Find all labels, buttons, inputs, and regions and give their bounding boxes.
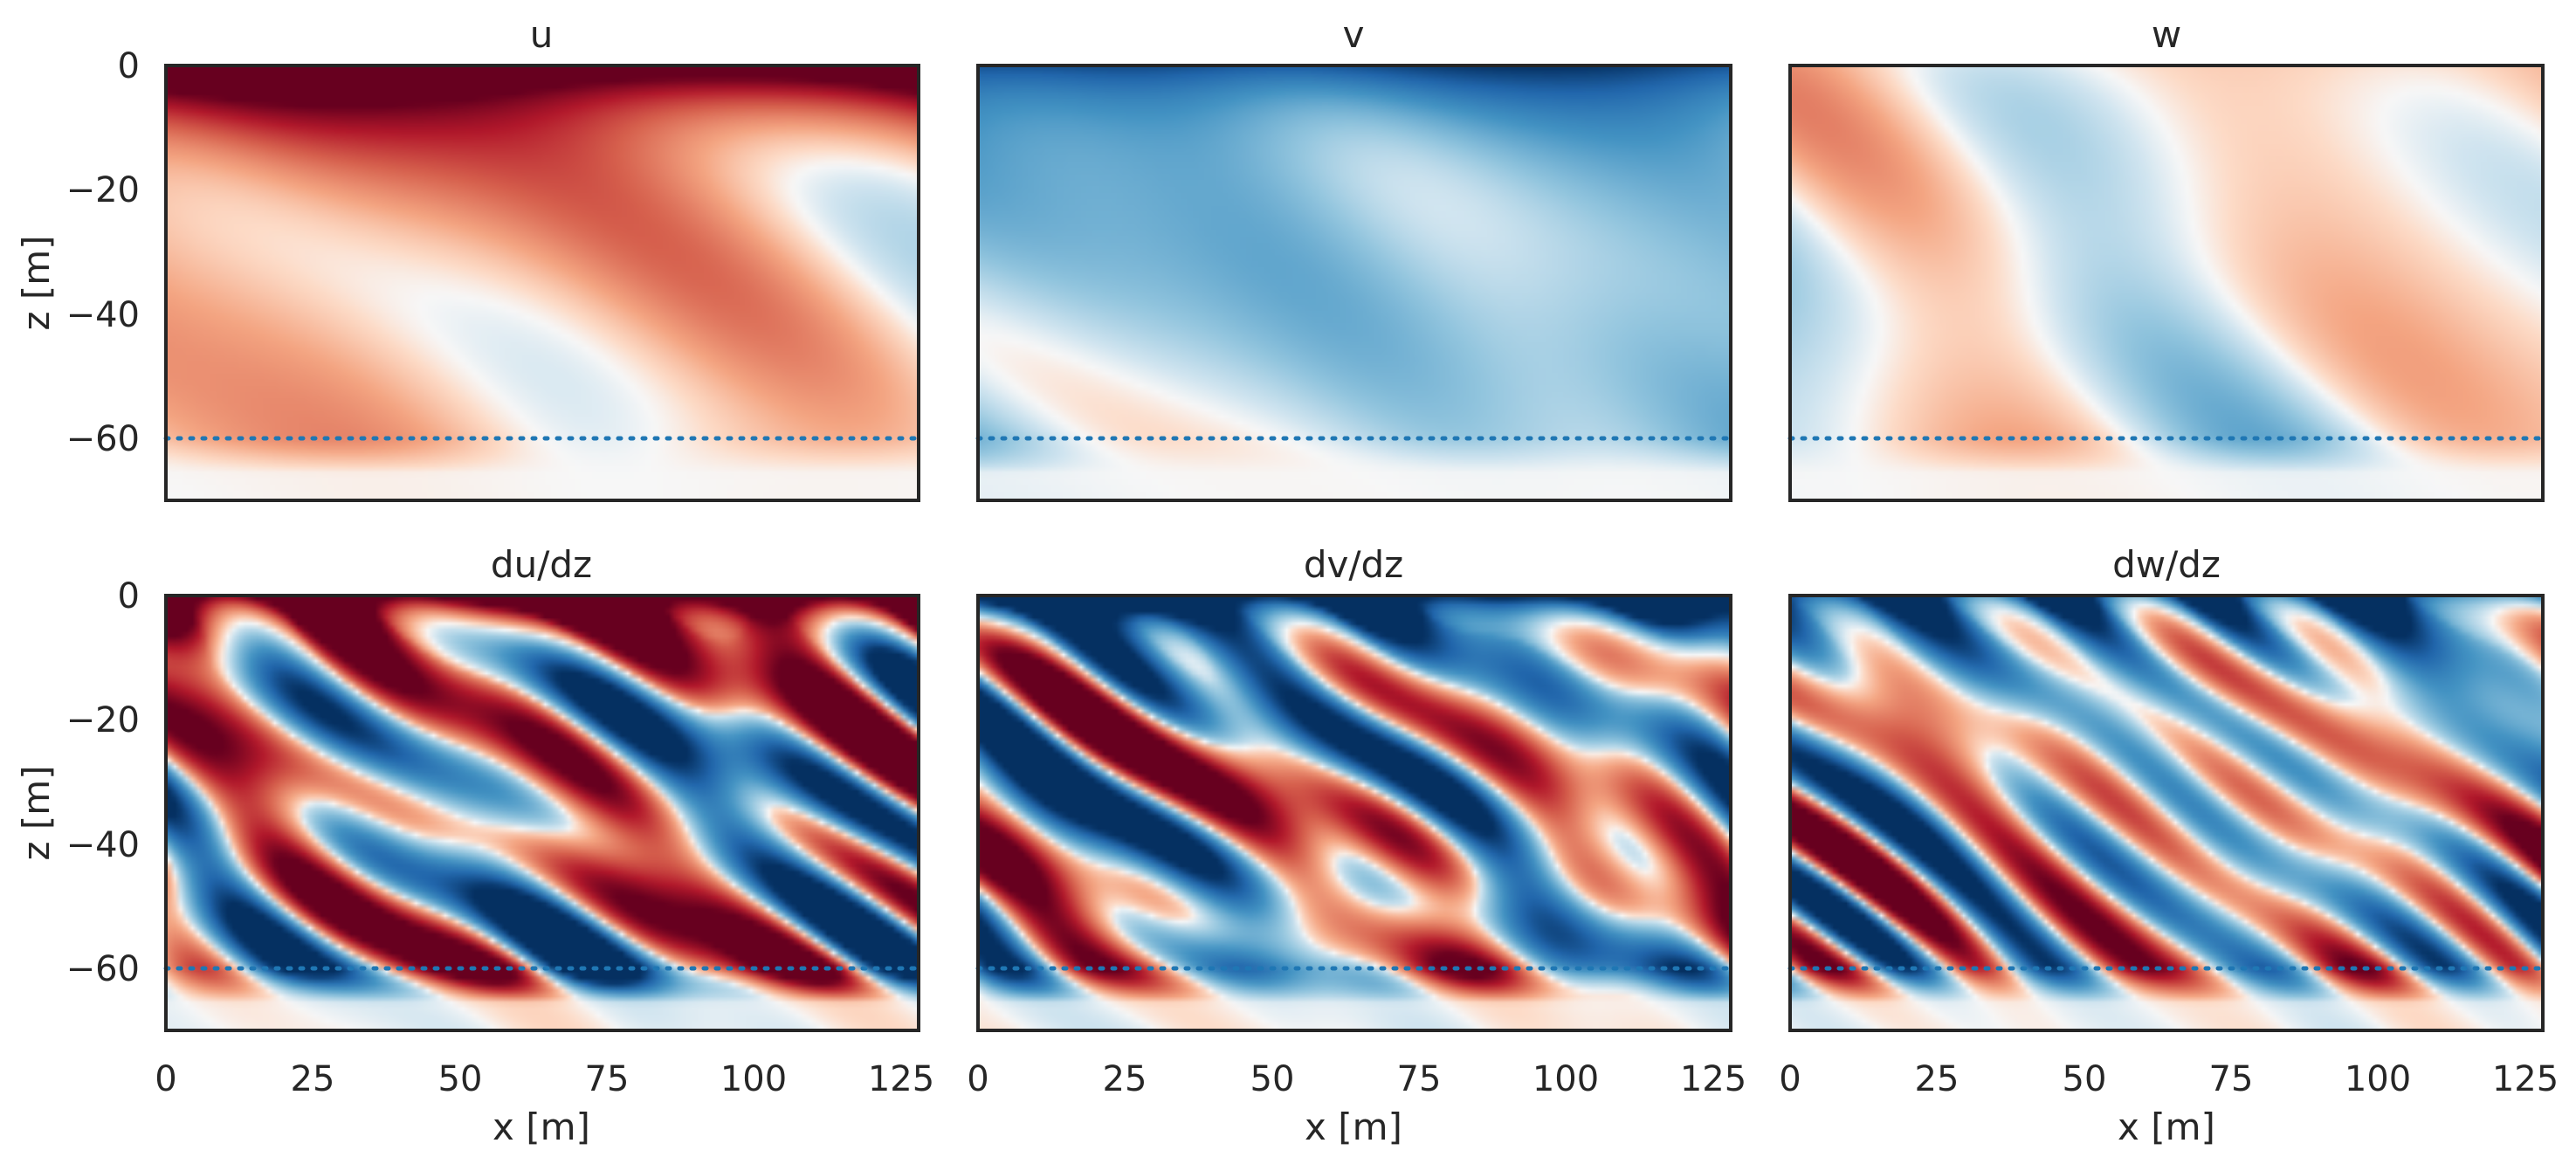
x-tick-label: 50 bbox=[1250, 1059, 1295, 1099]
panel-dudz: du/dz bbox=[163, 543, 921, 1032]
panel-title-w: w bbox=[2152, 13, 2181, 56]
heatmap-dudz bbox=[166, 596, 919, 1030]
heatmap-w bbox=[1790, 65, 2543, 500]
heatmap-dwdz bbox=[1790, 596, 2543, 1030]
axes-frame-v bbox=[976, 64, 1732, 502]
x-tick-label: 125 bbox=[868, 1059, 934, 1099]
y-tick-label: −40 bbox=[66, 825, 140, 865]
heatmap-v bbox=[978, 65, 1731, 500]
heatmap-dvdz bbox=[978, 596, 1731, 1030]
y-tick-label: −20 bbox=[66, 170, 140, 210]
x-tick-label: 75 bbox=[1397, 1059, 1442, 1099]
panel-v: v bbox=[975, 13, 1733, 502]
y-tick-label: 0 bbox=[118, 46, 140, 86]
y-tick-label: −60 bbox=[66, 419, 140, 459]
axes-frame-w bbox=[1788, 64, 2545, 502]
y-tick-label: −20 bbox=[66, 700, 140, 740]
y-tick-label: 0 bbox=[118, 576, 140, 616]
panel-title-dvdz: dv/dz bbox=[1304, 543, 1403, 586]
panel-dvdz: dv/dz bbox=[975, 543, 1733, 1032]
panel-title-u: u bbox=[530, 13, 554, 56]
x-axis-label: x [m] bbox=[1305, 1105, 1402, 1148]
heatmap-u bbox=[166, 65, 919, 500]
axes-frame-dwdz bbox=[1788, 594, 2545, 1032]
x-tick-label: 0 bbox=[967, 1059, 988, 1099]
panel-title-dwdz: dw/dz bbox=[2112, 543, 2221, 586]
x-tick-label: 25 bbox=[1915, 1059, 1960, 1099]
axes-frame-u bbox=[164, 64, 920, 502]
x-tick-label: 50 bbox=[2063, 1059, 2107, 1099]
x-axis-dwdz: 0 25 50 75 100 125 x [m] bbox=[1779, 1059, 2559, 1148]
y-axis-top: 0 −20 −40 −60 z [m] bbox=[15, 46, 140, 459]
x-tick-label: 100 bbox=[1533, 1059, 1599, 1099]
x-tick-label: 25 bbox=[291, 1059, 335, 1099]
y-axis-label: z [m] bbox=[15, 765, 58, 860]
x-axis-dvdz: 0 25 50 75 100 125 x [m] bbox=[967, 1059, 1746, 1148]
panel-w: w bbox=[1787, 13, 2545, 502]
x-tick-label: 50 bbox=[438, 1059, 483, 1099]
x-tick-label: 100 bbox=[2345, 1059, 2411, 1099]
y-axis-label: z [m] bbox=[15, 235, 58, 330]
axes-frame-dudz bbox=[164, 594, 920, 1032]
x-tick-label: 125 bbox=[1680, 1059, 1746, 1099]
y-axis-bottom: 0 −20 −40 −60 z [m] bbox=[15, 576, 140, 989]
y-tick-label: −40 bbox=[66, 295, 140, 335]
x-tick-label: 75 bbox=[585, 1059, 630, 1099]
x-tick-label: 0 bbox=[1779, 1059, 1801, 1099]
panel-title-dudz: du/dz bbox=[491, 543, 592, 586]
x-tick-label: 125 bbox=[2492, 1059, 2559, 1099]
panel-dwdz: dw/dz bbox=[1787, 543, 2545, 1032]
panel-title-v: v bbox=[1343, 13, 1365, 56]
x-tick-label: 100 bbox=[720, 1059, 787, 1099]
panel-u: u bbox=[163, 13, 921, 502]
axes-frame-dvdz bbox=[976, 594, 1732, 1032]
x-axis-dudz: 0 25 50 75 100 125 x [m] bbox=[155, 1059, 934, 1148]
x-axis-label: x [m] bbox=[2118, 1105, 2215, 1148]
y-tick-label: −60 bbox=[66, 949, 140, 989]
x-axis-label: x [m] bbox=[492, 1105, 590, 1148]
x-tick-label: 25 bbox=[1103, 1059, 1147, 1099]
x-tick-label: 75 bbox=[2209, 1059, 2254, 1099]
x-tick-label: 0 bbox=[155, 1059, 176, 1099]
